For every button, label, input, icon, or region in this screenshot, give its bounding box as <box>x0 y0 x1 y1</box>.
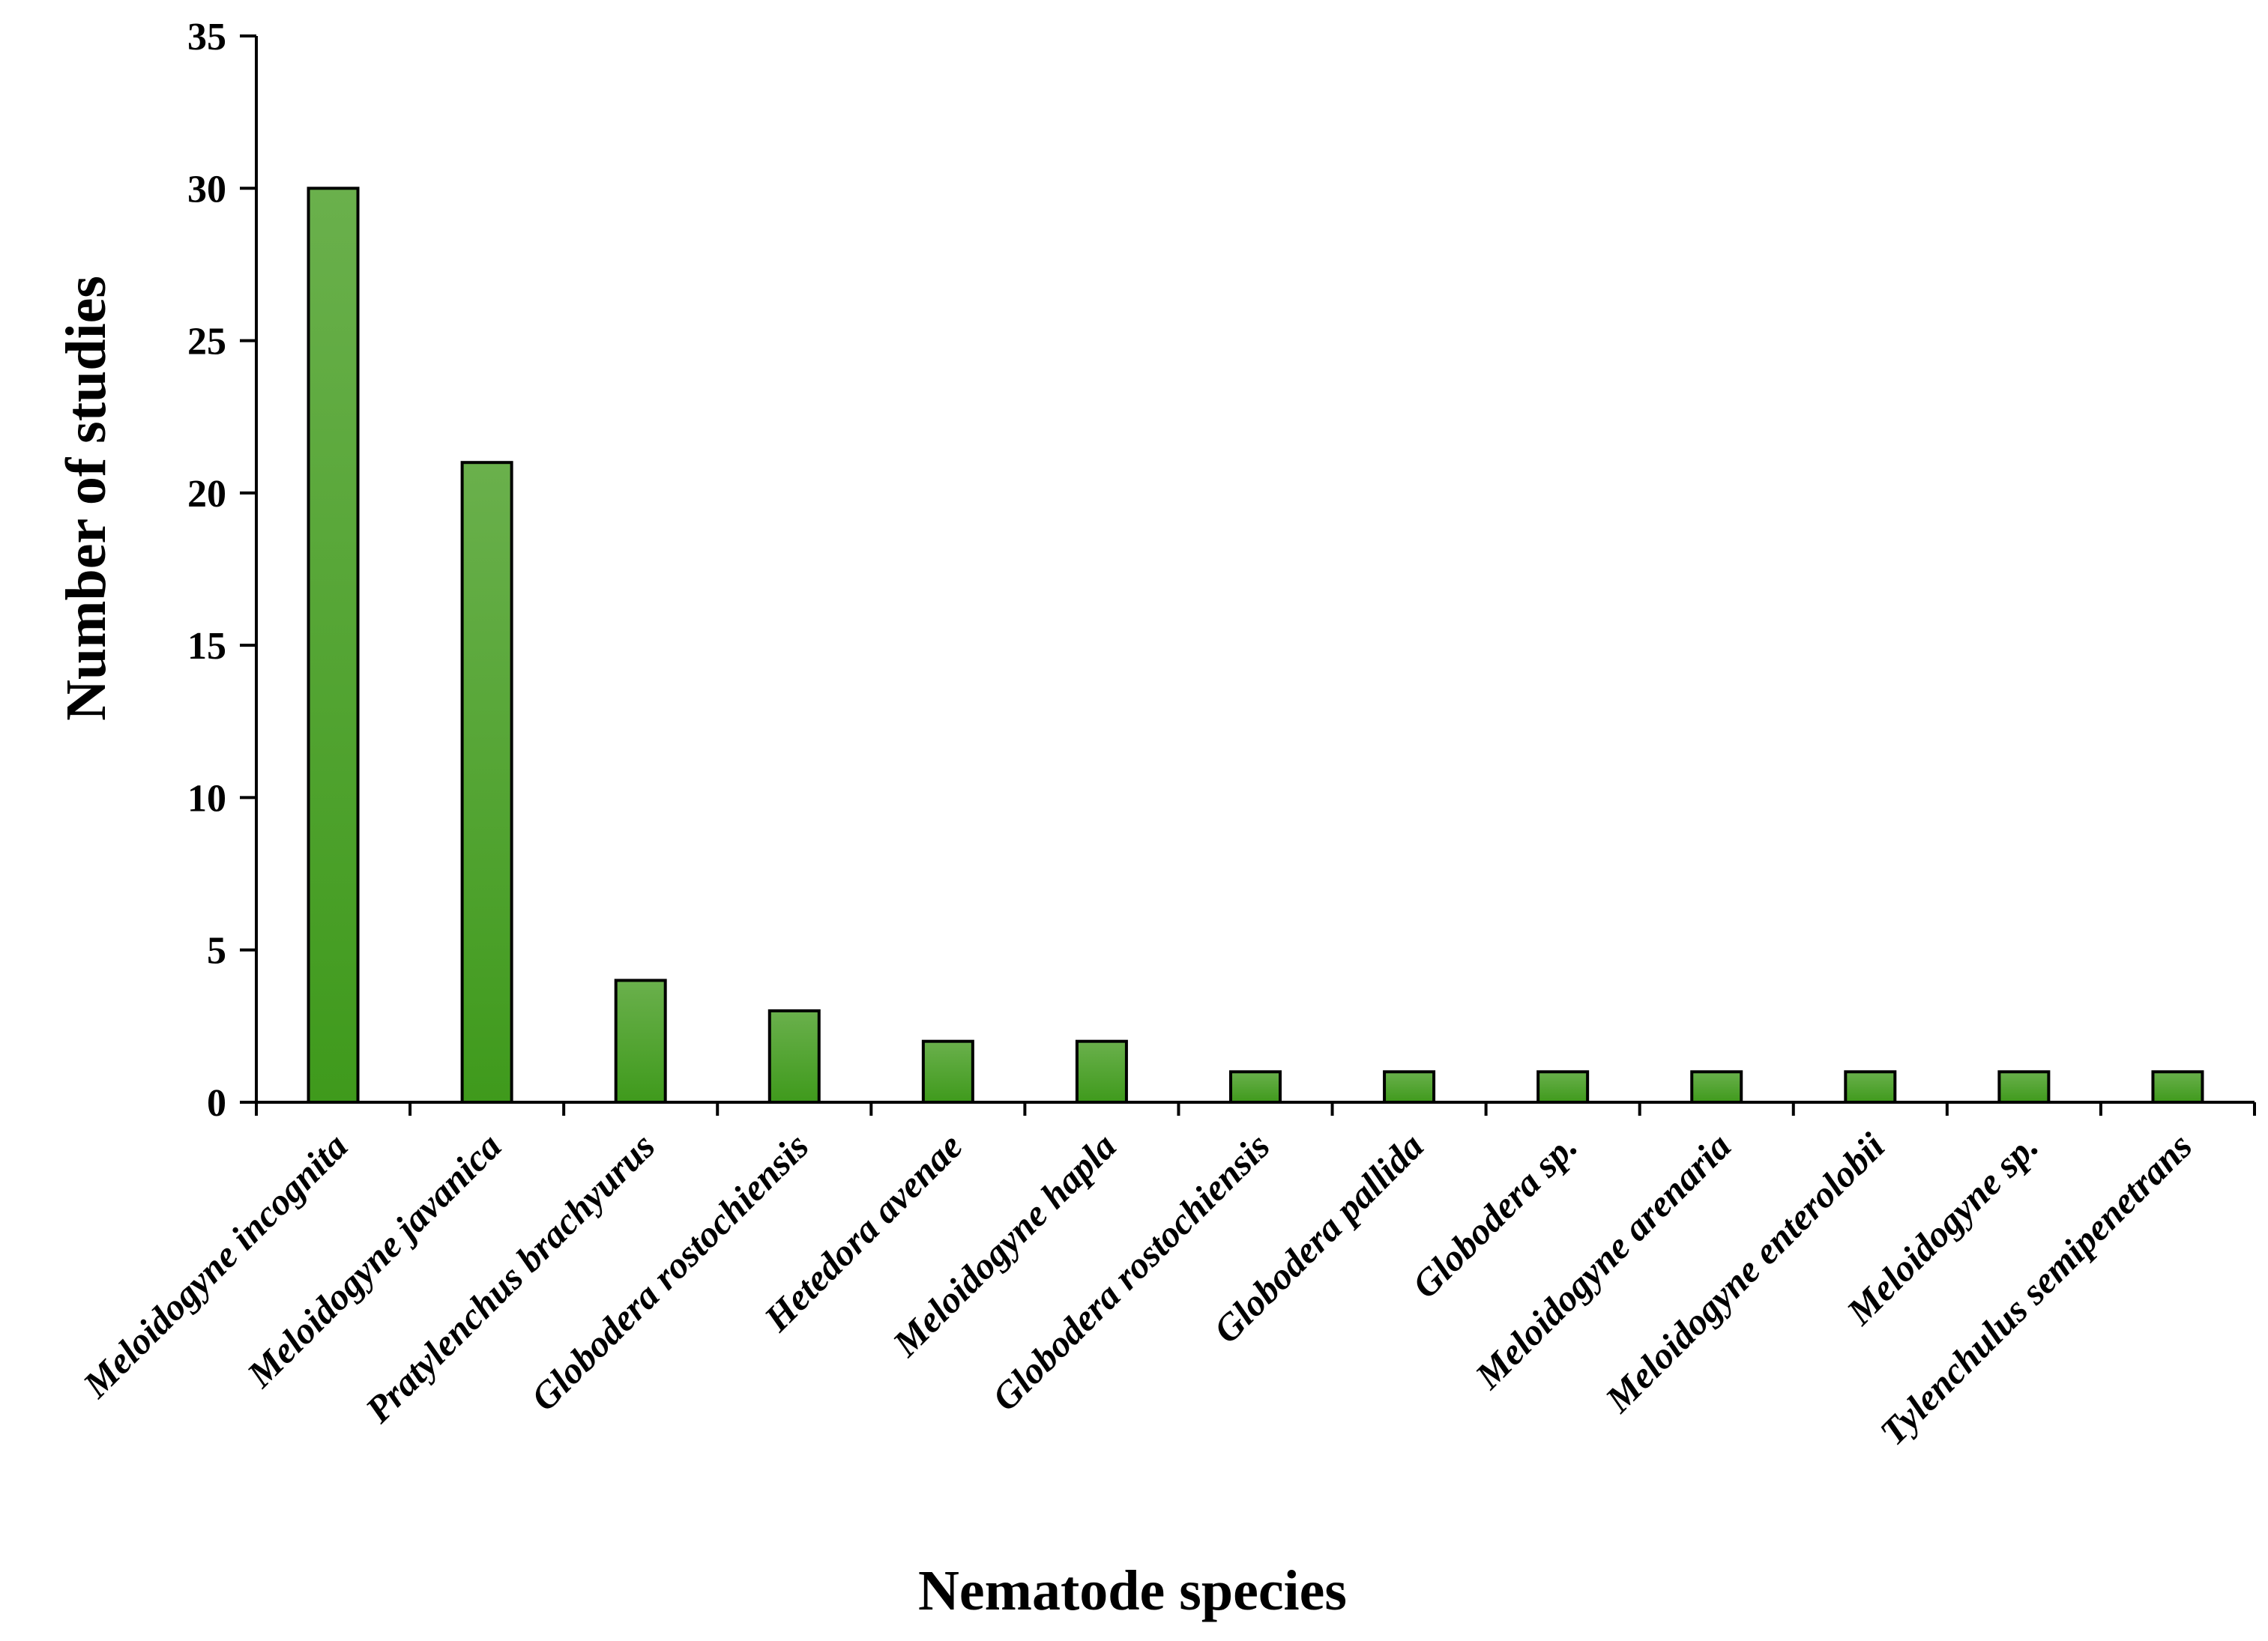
x-category-label-13: Tylenchulus semipenetrans <box>1872 1125 2200 1453</box>
bar-11 <box>1844 1070 1897 1104</box>
bar-5 <box>921 1039 974 1104</box>
bar-4 <box>767 1009 821 1104</box>
x-category-label-10: Meloidogyne arenaria <box>1467 1125 1739 1397</box>
y-axis-title: Number of studies <box>55 276 118 721</box>
y-tick-label: 10 <box>187 777 226 820</box>
bar-6 <box>1075 1039 1128 1104</box>
y-tick-label: 35 <box>187 16 226 58</box>
x-category-label-2: Meloidogyne javanica <box>238 1125 509 1395</box>
bar-3 <box>614 979 667 1104</box>
y-tick-label: 15 <box>187 625 226 668</box>
bar-2 <box>460 461 513 1104</box>
bars-layer <box>307 187 2204 1104</box>
x-category-label-11: Meloidogyne enterolobii <box>1596 1125 1892 1421</box>
bar-9 <box>1536 1070 1590 1104</box>
axes-layer <box>240 34 2256 1116</box>
x-category-label-1: Meloidogyne incognita <box>74 1125 355 1406</box>
y-tick-label: 20 <box>187 473 226 516</box>
bar-12 <box>1997 1070 2051 1104</box>
x-axis-title: Nematode species <box>918 1559 1347 1622</box>
bar-13 <box>2151 1070 2204 1104</box>
x-category-label-3: Pratylenchus brachyurus <box>357 1125 663 1431</box>
bar-8 <box>1383 1070 1436 1104</box>
x-category-label-4: Globodera rostochiensis <box>522 1125 816 1418</box>
bar-10 <box>1690 1070 1743 1104</box>
y-tick-label: 30 <box>187 168 226 211</box>
bar-7 <box>1229 1070 1282 1104</box>
y-tick-label: 5 <box>207 930 226 973</box>
y-tick-label: 0 <box>207 1082 226 1125</box>
x-category-label-7: Globodera rostochiensis <box>984 1125 1278 1418</box>
y-tick-label: 25 <box>187 321 226 363</box>
bar-1 <box>307 187 360 1104</box>
